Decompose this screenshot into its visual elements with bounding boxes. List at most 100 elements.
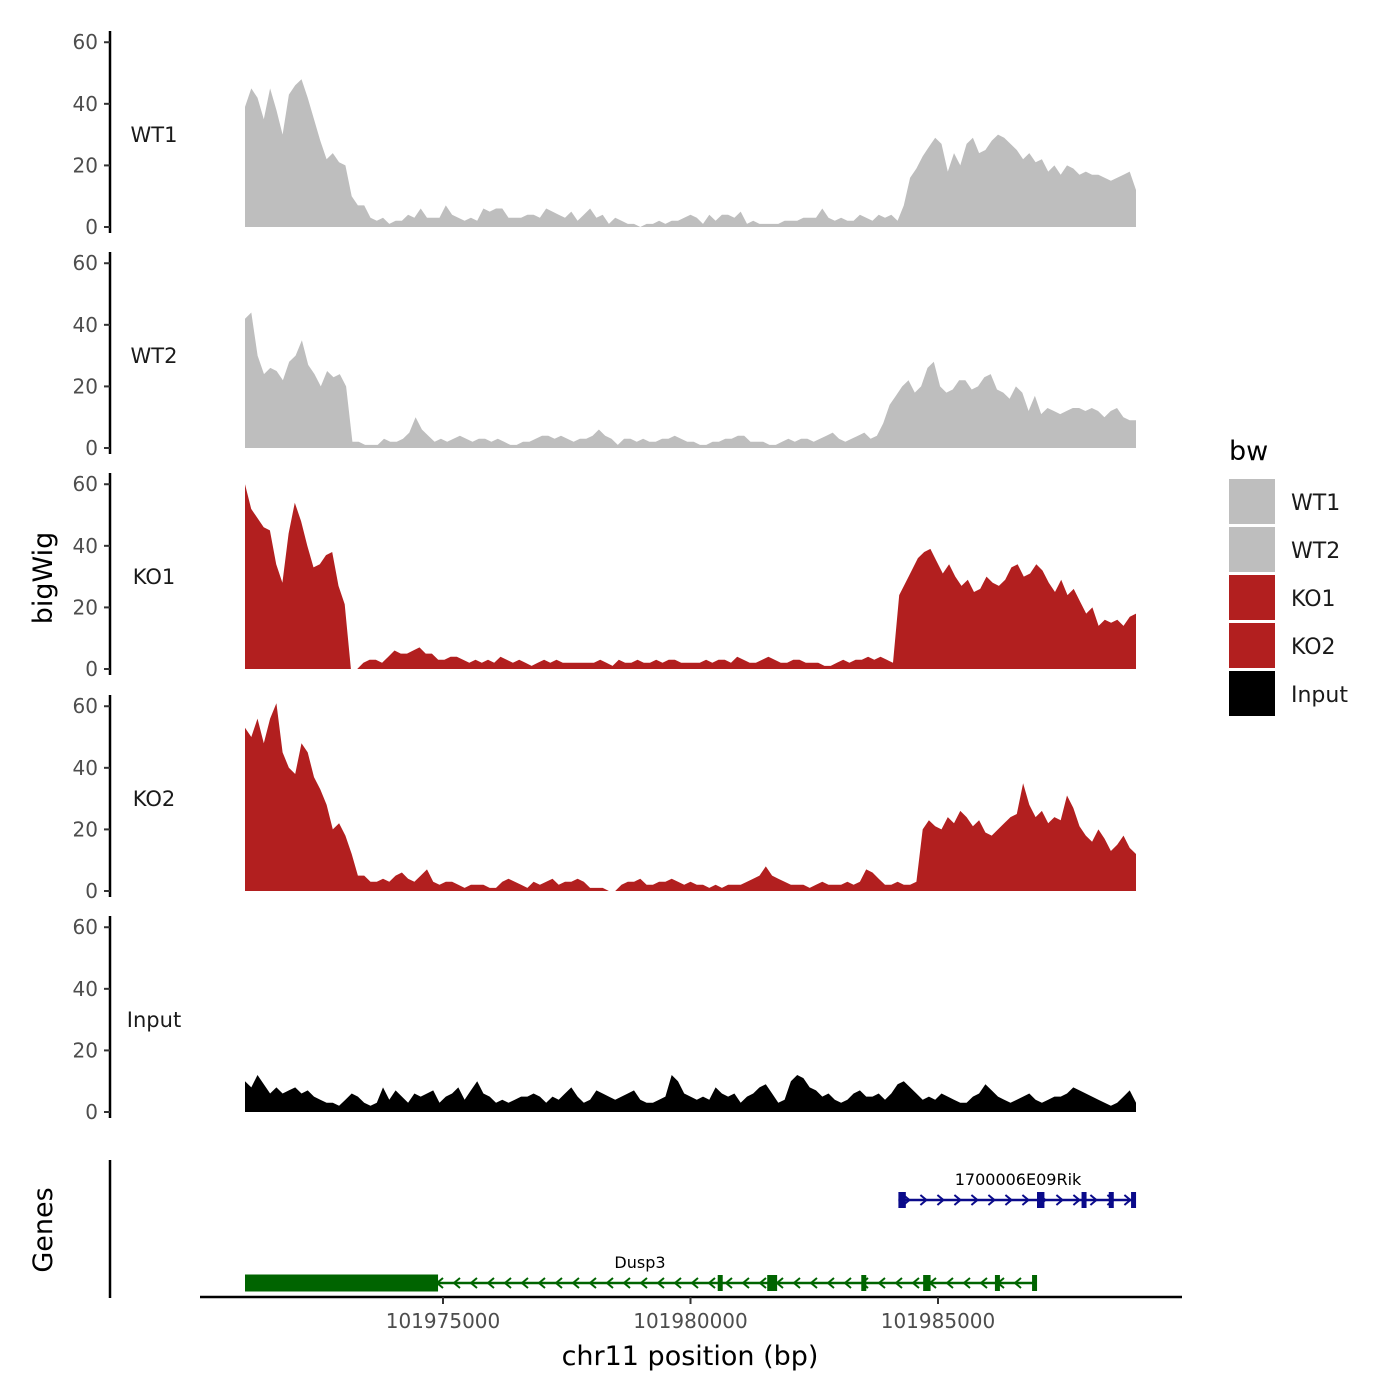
gene-exon (767, 1275, 778, 1291)
gene-exon (861, 1275, 867, 1291)
coverage-area-wt1 (245, 79, 1136, 227)
y-tick-label: 0 (85, 1100, 98, 1124)
legend-label: KO1 (1291, 587, 1336, 612)
strand-chevron (919, 1194, 928, 1206)
track-panel-ko1: 0 20 40 60 KO1 (73, 472, 1136, 681)
gene-exon (1108, 1192, 1114, 1208)
gene-label: Dusp3 (614, 1253, 665, 1272)
y-tick-label: 20 (73, 153, 98, 177)
legend-label: KO2 (1291, 635, 1336, 660)
y-tick-label: 20 (73, 817, 98, 841)
coverage-area-ko2 (245, 703, 1136, 891)
coverage-area-input (245, 1075, 1136, 1112)
strand-chevron (469, 1277, 478, 1289)
y-tick-label: 60 (73, 251, 98, 275)
strand-chevron (486, 1277, 495, 1289)
legend-label: WT1 (1291, 491, 1340, 516)
strand-chevron (945, 1277, 954, 1289)
strand-chevron (970, 1194, 979, 1206)
legend-item-wt2: WT2 (1229, 527, 1340, 572)
strand-chevron (707, 1277, 716, 1289)
strand-chevron (656, 1277, 665, 1289)
track-panel-wt1: 0 20 40 60 WT1 (73, 30, 1136, 239)
strand-chevron (639, 1277, 648, 1289)
strand-chevron (673, 1277, 682, 1289)
coverage-tracks: 0 20 40 60 WT1 0 20 40 60 WT2 0 20 40 60 KO1 0 20 40 60 KO2… (73, 30, 1136, 1124)
strand-chevron (987, 1194, 996, 1206)
x-tick-label: 101975000 (386, 1309, 501, 1333)
strand-chevron (605, 1277, 614, 1289)
strand-chevron (1021, 1194, 1030, 1206)
x-tick-label: 101985000 (881, 1309, 996, 1333)
strand-chevron (953, 1194, 962, 1206)
strand-chevron (936, 1194, 945, 1206)
gene-exon (1037, 1192, 1045, 1208)
gene-dusp3: Dusp3 (245, 1253, 1038, 1292)
track-label-ko2: KO2 (133, 787, 176, 811)
coverage-area-ko1 (245, 484, 1136, 669)
y-tick-label: 0 (85, 657, 98, 681)
track-panel-ko2: 0 20 40 60 KO2 (73, 694, 1136, 903)
y-tick-label: 40 (73, 313, 98, 337)
y-tick-label: 40 (73, 534, 98, 558)
strand-chevron (758, 1277, 767, 1289)
strand-chevron (809, 1277, 818, 1289)
gene-label: 1700006E09Rik (955, 1170, 1082, 1189)
legend: bw WT1 WT2 KO1 KO2 Input (1229, 436, 1348, 716)
y-tick-label: 40 (73, 756, 98, 780)
track-label-wt1: WT1 (131, 123, 178, 147)
strand-chevron (1089, 1194, 1098, 1206)
y-tick-label: 20 (73, 1038, 98, 1062)
track-label-wt2: WT2 (131, 344, 178, 368)
x-axis: 101975000 101980000 101985000 (200, 1295, 1182, 1333)
gene-exon (923, 1275, 931, 1291)
strand-chevron (588, 1277, 597, 1289)
legend-title: bw (1229, 436, 1268, 467)
strand-chevron (690, 1277, 699, 1289)
x-axis-title: chr11 position (bp) (562, 1341, 819, 1372)
strand-chevron (877, 1277, 886, 1289)
legend-swatch (1229, 575, 1275, 620)
legend-label: Input (1291, 683, 1348, 708)
strand-chevron (741, 1277, 750, 1289)
strand-chevron (1055, 1194, 1064, 1206)
track-label-ko1: KO1 (133, 565, 176, 589)
track-panel-input: 0 20 40 60 Input (73, 915, 1136, 1124)
gene-1700006e09rik: 1700006E09Rik (898, 1170, 1137, 1208)
gene-exon (1032, 1275, 1038, 1291)
strand-chevron (1072, 1194, 1081, 1206)
strand-chevron (962, 1277, 971, 1289)
gene-exon (1131, 1192, 1137, 1208)
y-tick-label: 0 (85, 879, 98, 903)
gene-exon (1081, 1192, 1087, 1208)
gene-exon (717, 1275, 723, 1291)
gene-exon (898, 1192, 906, 1208)
legend-item-ko1: KO1 (1229, 575, 1336, 620)
strand-chevron (520, 1277, 529, 1289)
y-tick-label: 60 (73, 30, 98, 54)
strand-chevron (826, 1277, 835, 1289)
gene-exon (245, 1274, 439, 1292)
strand-chevron (503, 1277, 512, 1289)
y-axis-title: bigWig (28, 532, 59, 625)
legend-swatch (1229, 479, 1275, 524)
strand-chevron (979, 1277, 988, 1289)
x-tick-label: 101980000 (633, 1309, 748, 1333)
strand-chevron (1123, 1194, 1132, 1206)
legend-label: WT2 (1291, 539, 1340, 564)
y-tick-label: 40 (73, 977, 98, 1001)
gene-exon (994, 1275, 1000, 1291)
y-tick-label: 0 (85, 215, 98, 239)
y-tick-label: 60 (73, 694, 98, 718)
strand-chevron (1013, 1277, 1022, 1289)
strand-chevron (537, 1277, 546, 1289)
track-label-input: Input (127, 1008, 181, 1032)
strand-chevron (894, 1277, 903, 1289)
strand-chevron (1004, 1194, 1013, 1206)
strand-chevron (452, 1277, 461, 1289)
legend-swatch (1229, 623, 1275, 668)
gene-annotation-track: 1700006E09Rik Dusp3 (108, 1160, 1137, 1298)
strand-chevron (911, 1277, 920, 1289)
legend-items: WT1 WT2 KO1 KO2 Input (1229, 479, 1348, 716)
